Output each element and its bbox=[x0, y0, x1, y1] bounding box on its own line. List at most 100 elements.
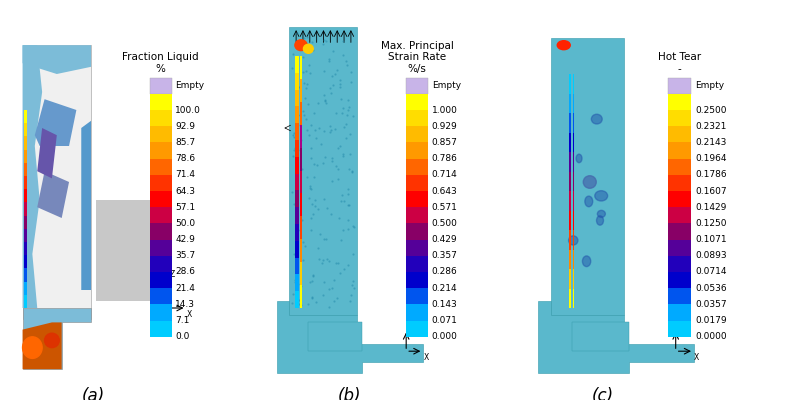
Point bbox=[293, 296, 305, 303]
Point bbox=[342, 165, 355, 172]
Bar bbox=[24, 255, 28, 268]
Point bbox=[342, 262, 354, 268]
Text: Hot Tear
-: Hot Tear - bbox=[658, 52, 701, 74]
Text: 64.3: 64.3 bbox=[175, 186, 196, 196]
Bar bbox=[406, 175, 428, 191]
Text: (b): (b) bbox=[338, 387, 361, 400]
Bar bbox=[667, 272, 691, 288]
Bar bbox=[24, 202, 28, 216]
Polygon shape bbox=[23, 45, 42, 308]
Point bbox=[313, 256, 326, 262]
Point bbox=[312, 245, 325, 251]
Point bbox=[304, 184, 316, 191]
Text: 78.6: 78.6 bbox=[175, 154, 196, 163]
Bar bbox=[24, 295, 28, 308]
Bar bbox=[569, 191, 571, 210]
Ellipse shape bbox=[23, 337, 42, 358]
Bar bbox=[295, 190, 299, 207]
Bar bbox=[300, 239, 301, 262]
Text: X: X bbox=[694, 353, 699, 362]
Point bbox=[316, 160, 329, 166]
Point bbox=[336, 152, 349, 159]
Point bbox=[318, 196, 331, 202]
Bar bbox=[569, 172, 571, 191]
Point bbox=[342, 104, 355, 110]
Ellipse shape bbox=[591, 114, 602, 124]
Bar bbox=[150, 240, 172, 256]
Point bbox=[308, 203, 321, 209]
Point bbox=[330, 110, 342, 116]
Bar bbox=[295, 140, 299, 157]
Point bbox=[289, 279, 301, 285]
Point bbox=[308, 197, 321, 204]
Point bbox=[331, 166, 344, 172]
Ellipse shape bbox=[585, 196, 593, 207]
Point bbox=[301, 127, 313, 133]
Point bbox=[327, 298, 340, 304]
Point bbox=[304, 69, 316, 76]
Point bbox=[308, 127, 321, 133]
Bar bbox=[667, 321, 691, 337]
Bar bbox=[295, 73, 299, 90]
Point bbox=[290, 205, 302, 212]
Bar bbox=[573, 191, 574, 210]
Point bbox=[344, 130, 357, 137]
Point bbox=[336, 104, 349, 111]
Point bbox=[342, 202, 355, 208]
Text: 0.1964: 0.1964 bbox=[695, 154, 727, 163]
Text: 0.0179: 0.0179 bbox=[695, 316, 727, 325]
Point bbox=[297, 107, 309, 114]
Point bbox=[309, 134, 322, 141]
Point bbox=[317, 236, 330, 242]
Point bbox=[299, 116, 312, 122]
Bar bbox=[295, 90, 299, 106]
Bar bbox=[667, 304, 691, 321]
Point bbox=[308, 161, 320, 168]
Bar bbox=[300, 216, 301, 239]
Point bbox=[290, 125, 302, 131]
Bar bbox=[573, 288, 574, 308]
Bar bbox=[295, 241, 299, 258]
Point bbox=[295, 302, 308, 309]
Point bbox=[297, 112, 310, 118]
Bar bbox=[573, 250, 574, 269]
Point bbox=[318, 98, 331, 104]
Point bbox=[318, 37, 331, 43]
Point bbox=[286, 64, 298, 71]
Point bbox=[297, 239, 309, 246]
Point bbox=[327, 48, 339, 54]
Bar bbox=[300, 285, 301, 308]
Ellipse shape bbox=[295, 40, 307, 50]
Point bbox=[323, 58, 335, 64]
Point bbox=[346, 113, 359, 120]
Text: 0.786: 0.786 bbox=[432, 154, 458, 163]
Ellipse shape bbox=[45, 333, 59, 348]
Polygon shape bbox=[538, 301, 694, 373]
Text: Max. Principal
Strain Rate
%/s: Max. Principal Strain Rate %/s bbox=[381, 41, 454, 74]
Bar bbox=[24, 216, 28, 229]
Point bbox=[300, 44, 312, 50]
Point bbox=[325, 158, 338, 164]
Bar bbox=[150, 175, 172, 191]
Point bbox=[345, 69, 357, 75]
Point bbox=[308, 110, 320, 117]
Bar bbox=[406, 223, 428, 240]
Text: 0.929: 0.929 bbox=[432, 122, 458, 131]
Bar bbox=[24, 229, 28, 242]
Point bbox=[345, 292, 357, 298]
Bar bbox=[150, 142, 172, 158]
Point bbox=[333, 77, 346, 83]
Bar bbox=[406, 110, 428, 126]
Point bbox=[333, 142, 346, 149]
Bar bbox=[667, 78, 691, 94]
Bar bbox=[569, 152, 571, 172]
Point bbox=[342, 107, 354, 113]
Point bbox=[340, 58, 353, 64]
Point bbox=[341, 62, 353, 68]
Ellipse shape bbox=[576, 154, 582, 163]
Bar bbox=[573, 74, 574, 94]
Point bbox=[287, 134, 300, 140]
Point bbox=[305, 186, 317, 192]
Text: 57.1: 57.1 bbox=[175, 203, 196, 212]
Text: Empty: Empty bbox=[175, 81, 204, 90]
